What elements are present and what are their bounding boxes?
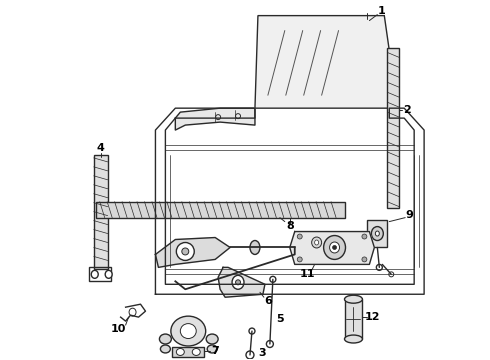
Ellipse shape [192,348,200,355]
Ellipse shape [91,270,98,278]
Ellipse shape [297,234,302,239]
Text: 11: 11 [300,269,316,279]
Ellipse shape [267,341,273,347]
Ellipse shape [171,316,206,346]
Ellipse shape [375,231,379,236]
Ellipse shape [344,295,363,303]
Text: 3: 3 [258,348,266,358]
Polygon shape [255,15,389,108]
Bar [344,299,363,339]
Text: 10: 10 [111,324,126,334]
Ellipse shape [362,234,367,239]
Text: 6: 6 [264,296,272,306]
Ellipse shape [312,237,321,248]
Ellipse shape [159,334,171,344]
Text: 12: 12 [365,312,380,322]
Ellipse shape [206,334,218,344]
Polygon shape [218,267,265,297]
Text: 4: 4 [97,143,105,153]
Bar [172,347,204,357]
Text: 9: 9 [405,210,413,220]
Ellipse shape [176,243,194,260]
Ellipse shape [246,351,254,359]
Ellipse shape [180,324,196,338]
Ellipse shape [232,275,244,289]
Bar [94,155,108,269]
Ellipse shape [207,345,217,353]
Text: 1: 1 [377,6,385,15]
Ellipse shape [160,345,171,353]
Ellipse shape [362,257,367,262]
Ellipse shape [270,276,276,282]
Ellipse shape [236,280,241,285]
Bar [96,202,344,218]
Ellipse shape [333,246,337,249]
Bar [387,49,399,208]
Ellipse shape [182,248,189,255]
Bar [89,267,111,281]
Ellipse shape [323,235,345,260]
Ellipse shape [315,240,318,245]
Polygon shape [290,231,374,264]
Ellipse shape [250,240,260,255]
Ellipse shape [176,348,184,355]
Text: 2: 2 [403,105,411,115]
Ellipse shape [105,270,112,278]
Text: 8: 8 [286,221,294,231]
Polygon shape [155,238,230,267]
Ellipse shape [330,242,340,253]
Ellipse shape [344,335,363,343]
Bar [368,220,387,247]
Ellipse shape [371,226,383,240]
Ellipse shape [249,328,255,334]
Text: 5: 5 [276,314,284,324]
Ellipse shape [297,257,302,262]
Polygon shape [175,108,255,130]
Text: 7: 7 [211,346,219,356]
